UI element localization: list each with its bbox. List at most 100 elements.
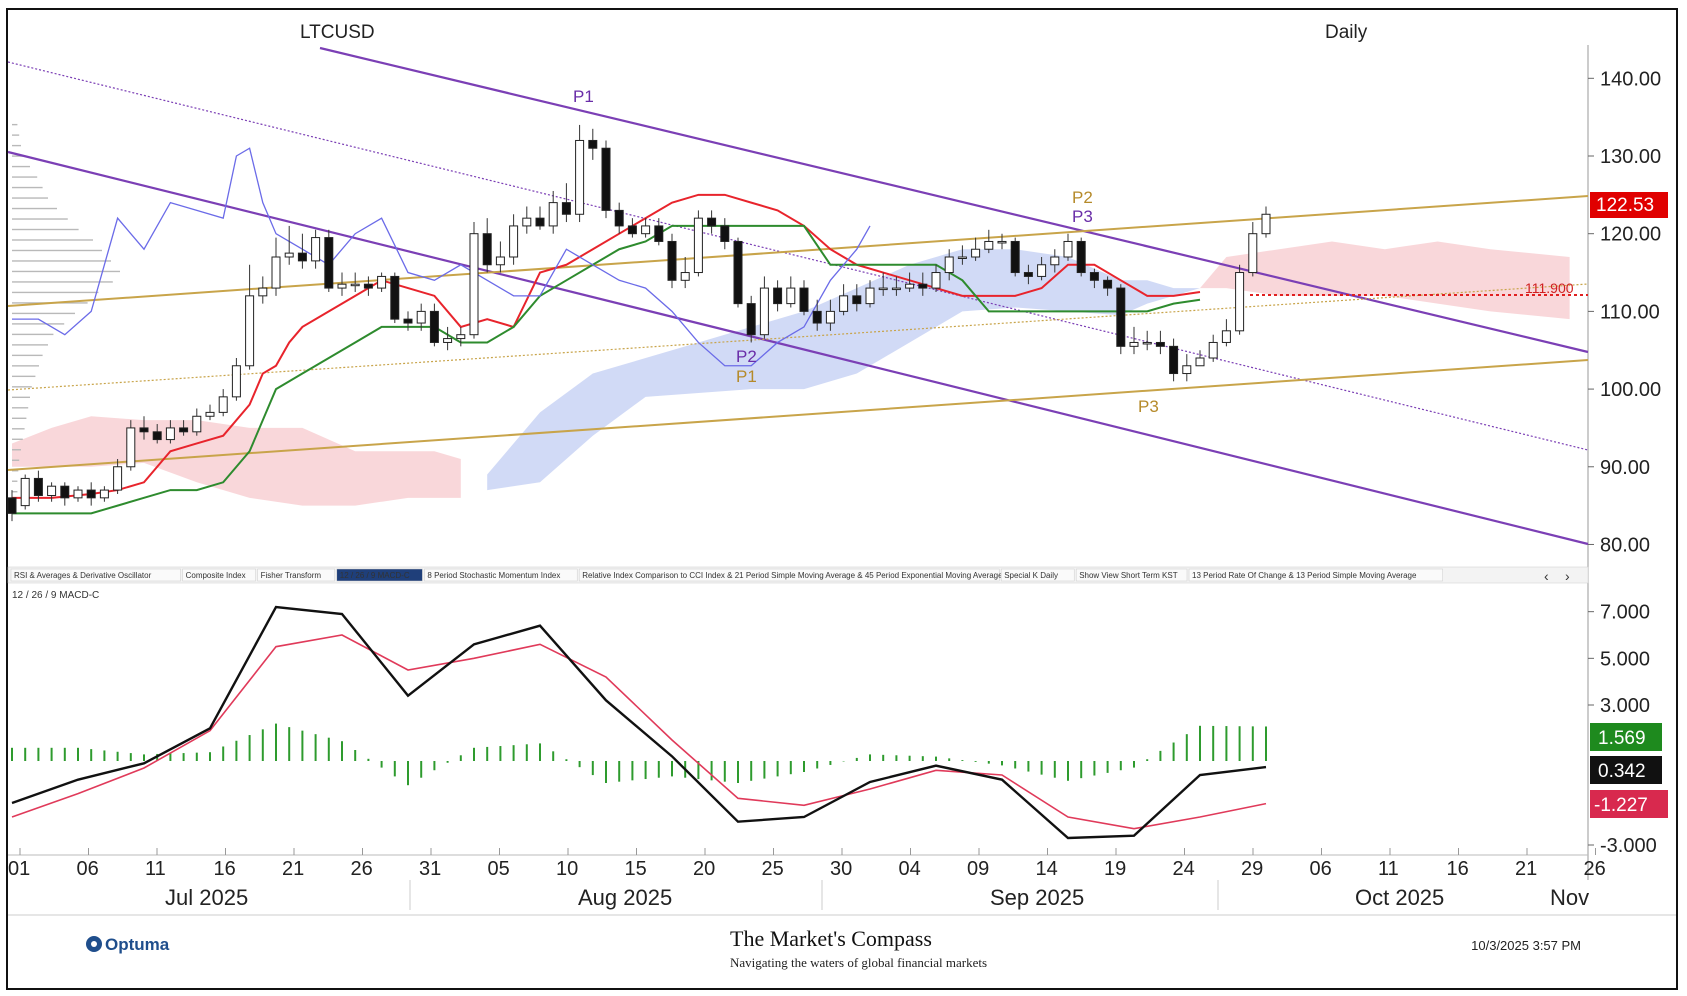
volume-profile-bar (12, 491, 18, 493)
optuma-text: Optuma (105, 935, 170, 954)
indicator-tab[interactable]: 8 Period Stochastic Momentum Index (427, 571, 560, 580)
price-tick-label: 90.00 (1600, 457, 1650, 479)
candle-body (469, 233, 479, 336)
x-month-label: Aug 2025 (578, 885, 672, 910)
candle-body (205, 411, 215, 417)
indicator-tab-bg (336, 568, 423, 582)
indicator-tab[interactable]: Special K Daily (1004, 571, 1058, 580)
x-day-label: 06 (1310, 858, 1332, 880)
candle-body (825, 310, 835, 324)
purple-fork-median (7, 61, 1589, 451)
candle-body (957, 256, 967, 259)
volume-profile-bar (12, 155, 25, 157)
candle-body (1089, 272, 1099, 281)
price-tick-label: 80.00 (1600, 534, 1650, 556)
candle-body (839, 295, 849, 312)
macd-signal-line (11, 634, 1267, 830)
symbol-label: LTCUSD (300, 22, 375, 43)
x-day-label: 15 (625, 858, 647, 880)
candle-body (535, 217, 545, 227)
purple-fork-upper (319, 46, 1589, 354)
indicator-tab-bg (182, 568, 256, 582)
pitchfork-label-p3-gold: P3 (1138, 397, 1159, 416)
candle-body (297, 252, 307, 262)
candle-body (1050, 256, 1060, 266)
indicator-tab[interactable]: Composite Index (186, 571, 246, 580)
candle-body (601, 147, 611, 211)
ichimoku-cloud (12, 241, 1570, 506)
candle-body (1235, 272, 1245, 332)
x-day-label: 26 (351, 858, 373, 880)
candle-body (971, 248, 981, 258)
candle-body (588, 139, 598, 149)
candle-body (641, 225, 651, 235)
candle-body (1155, 341, 1165, 347)
indicator-tab[interactable]: RSI & Averages & Derivative Oscillator (14, 571, 152, 580)
price-tick-label: 140.00 (1600, 68, 1661, 90)
candle-body (1063, 240, 1073, 258)
candle-body (522, 217, 532, 227)
indicator-tab[interactable]: 12 / 26 / 9 MACD-C (340, 571, 410, 580)
volume-profile-bar (12, 386, 32, 388)
indicator-tab-bg (424, 568, 578, 582)
brand-subtitle: Navigating the waters of global financia… (730, 955, 988, 970)
candle-body (1182, 365, 1192, 375)
indicator-tab-strip: RSI & Averages & Derivative Oscillator Co… (7, 566, 1589, 584)
x-day-label: 05 (488, 858, 510, 880)
x-day-label: 31 (419, 858, 441, 880)
candle-body (495, 256, 505, 266)
pitchfork-label-p2-purple: P2 (736, 347, 757, 366)
x-day-label: 20 (693, 858, 715, 880)
candle-body (350, 283, 360, 287)
candle-body (337, 283, 347, 289)
candle-body (1142, 341, 1152, 345)
volume-profile-bar (12, 323, 65, 325)
macd-line-tag-bg (1590, 756, 1662, 784)
candle-body (1195, 357, 1205, 367)
candle-body (733, 240, 743, 305)
macd-line (11, 605, 1267, 840)
candle-body (627, 225, 637, 235)
tab-next[interactable]: › (1565, 568, 1570, 584)
x-month-label: Sep 2025 (990, 885, 1084, 910)
x-day-label: 21 (282, 858, 304, 880)
level-tag: 111.900 (1525, 280, 1574, 296)
indicator-tab[interactable]: Fisher Transform (261, 571, 322, 580)
x-day-label: 14 (1036, 858, 1058, 880)
candle-body (126, 427, 136, 468)
candle-body (99, 489, 109, 499)
x-day-label: 06 (77, 858, 99, 880)
macd-signal-tag: -1.227 (1594, 795, 1648, 816)
indicator-tab[interactable]: 13 Period Rate Of Change & 13 Period Sim… (1192, 571, 1417, 580)
candle-body (746, 303, 756, 336)
candle-body (773, 287, 783, 305)
candle-body (403, 318, 413, 324)
indicator-tab[interactable]: Relative Index Comparison to CCI Index &… (582, 571, 1003, 580)
volume-profile-bar (12, 428, 25, 430)
x-day-label: 16 (1447, 858, 1469, 880)
macd-tick-label: -3.000 (1600, 835, 1657, 857)
candle-body (1103, 279, 1113, 289)
volume-profile-bar (12, 480, 18, 482)
candle-body (218, 396, 228, 413)
candle-body (575, 139, 585, 215)
candle-body (984, 240, 994, 250)
candle-body (165, 427, 175, 441)
indicator-tab-bg (578, 568, 1000, 582)
macd-lines (11, 605, 1267, 840)
candle-body (865, 287, 875, 305)
chikou-line (12, 147, 871, 367)
macd-tick-label: 3.000 (1600, 695, 1650, 717)
optuma-icon (86, 936, 102, 952)
volume-profile-bar (12, 249, 102, 252)
candle-body (905, 283, 915, 289)
candle-body (47, 485, 57, 497)
macd-hist-tag-bg (1590, 723, 1662, 751)
brand-title: The Market's Compass (730, 926, 932, 951)
indicator-tab[interactable]: Show View Short Term KST (1079, 571, 1178, 580)
tab-prev[interactable]: ‹ (1544, 568, 1549, 584)
volume-profile-bar (12, 354, 43, 357)
x-month-label: Jul 2025 (165, 885, 248, 910)
volume-profile-bar (12, 333, 54, 336)
